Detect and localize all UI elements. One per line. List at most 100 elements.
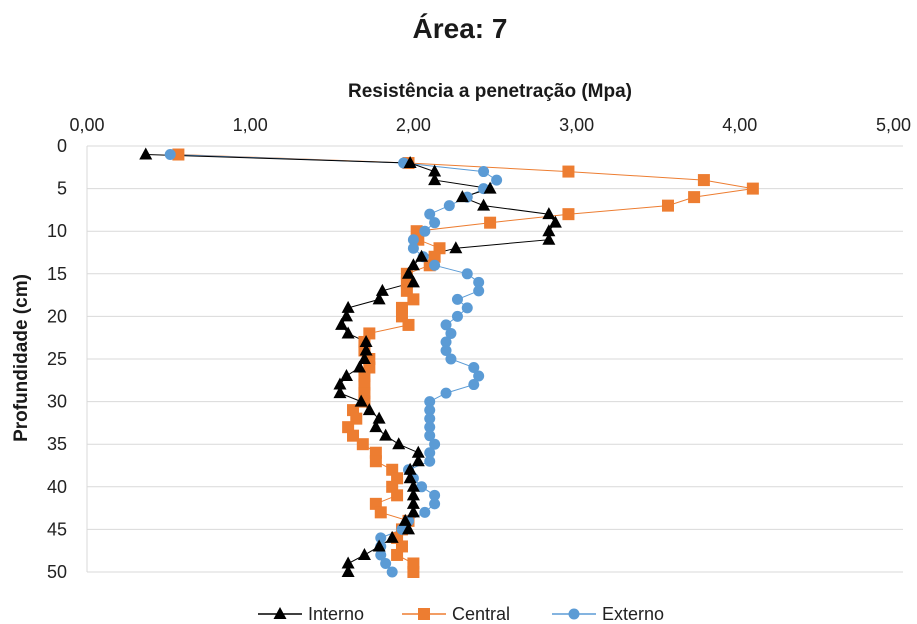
x-tick-label: 5,00: [876, 115, 911, 135]
data-point-interno: [406, 479, 420, 492]
data-point-externo: [468, 379, 480, 391]
data-point-externo: [440, 319, 452, 331]
series-markers: [139, 147, 759, 578]
data-point-interno: [411, 454, 425, 467]
series-line-central: [178, 154, 753, 572]
data-point-externo: [424, 208, 436, 220]
data-point-externo: [461, 268, 473, 280]
data-point-externo: [375, 549, 387, 561]
y-tick-label: 10: [47, 221, 67, 241]
data-point-central: [697, 174, 710, 187]
y-tick-label: 40: [47, 477, 67, 497]
data-point-externo: [164, 149, 176, 161]
data-point-externo: [429, 498, 441, 510]
data-point-interno: [542, 224, 556, 237]
data-point-interno: [354, 394, 368, 407]
x-tick-label: 0,00: [69, 115, 104, 135]
x-tick-label: 4,00: [722, 115, 757, 135]
legend-marker-central: [418, 608, 430, 620]
y-tick-label: 0: [57, 136, 67, 156]
data-point-interno: [542, 207, 556, 220]
data-point-interno: [341, 556, 355, 569]
legend-marker-externo: [568, 608, 580, 620]
data-point-interno: [428, 173, 442, 186]
data-point-interno: [406, 488, 420, 501]
data-point-interno: [403, 462, 417, 475]
data-point-interno: [339, 309, 353, 322]
legend-label-central: Central: [452, 604, 510, 624]
data-point-interno: [353, 360, 367, 373]
data-point-externo: [424, 430, 436, 442]
data-point-externo: [424, 404, 436, 416]
data-point-interno: [357, 547, 371, 560]
data-point-central: [688, 191, 701, 204]
data-point-central: [407, 566, 420, 578]
data-point-interno: [333, 377, 347, 390]
data-point-externo: [451, 293, 463, 305]
data-point-externo: [429, 217, 441, 229]
data-point-central: [661, 199, 674, 212]
data-point-interno: [428, 164, 442, 177]
data-point-externo: [407, 234, 419, 246]
data-point-interno: [362, 403, 376, 416]
data-point-interno: [341, 326, 355, 339]
data-point-interno: [542, 232, 556, 245]
data-point-central: [562, 165, 575, 178]
y-tick-label: 5: [57, 179, 67, 199]
data-point-externo: [375, 532, 387, 544]
data-point-central: [369, 455, 382, 468]
data-point-externo: [380, 557, 392, 569]
data-point-externo: [424, 421, 436, 433]
data-point-central: [391, 489, 404, 502]
y-tick-label: 45: [47, 519, 67, 539]
legend: Interno Central Externo: [258, 604, 664, 624]
y-tick-label: 35: [47, 434, 67, 454]
data-point-externo: [443, 200, 455, 212]
data-point-externo: [419, 225, 431, 237]
data-point-interno: [406, 258, 420, 271]
data-point-interno: [341, 565, 355, 577]
data-point-central: [391, 548, 404, 561]
y-tick-label: 30: [47, 392, 67, 412]
data-point-externo: [424, 396, 436, 408]
data-point-interno: [548, 215, 562, 228]
data-point-interno: [139, 147, 153, 160]
data-point-interno: [341, 300, 355, 313]
chart-title: Área: 7: [413, 13, 508, 44]
data-point-externo: [440, 387, 452, 399]
data-point-externo: [491, 174, 503, 186]
x-tick-label: 3,00: [559, 115, 594, 135]
data-point-externo: [461, 302, 473, 314]
data-point-externo: [478, 166, 490, 178]
data-point-externo: [440, 336, 452, 348]
x-axis-label: Resistência a penetração (Mpa): [348, 81, 632, 102]
data-point-interno: [415, 249, 429, 262]
data-point-externo: [445, 327, 457, 339]
data-point-interno: [402, 522, 416, 535]
data-point-externo: [419, 506, 431, 518]
data-point-externo: [429, 259, 441, 271]
data-point-central: [407, 293, 420, 306]
data-point-central: [347, 429, 360, 442]
legend-label-interno: Interno: [308, 604, 364, 624]
gridlines: [86, 145, 903, 573]
data-point-central: [402, 318, 415, 331]
data-point-externo: [424, 455, 436, 467]
data-point-interno: [406, 496, 420, 509]
data-point-externo: [468, 362, 480, 374]
y-tick-label: 50: [47, 562, 67, 582]
data-point-central: [356, 438, 369, 451]
data-point-central: [562, 208, 575, 221]
data-point-interno: [359, 334, 373, 347]
data-point-interno: [411, 445, 425, 458]
data-point-externo: [424, 447, 436, 459]
data-point-externo: [451, 310, 463, 322]
y-tick-label: 20: [47, 306, 67, 326]
x-tick-label: 1,00: [233, 115, 268, 135]
legend-marker-interno: [273, 607, 287, 619]
data-point-interno: [359, 343, 373, 356]
y-tick-label: 25: [47, 349, 67, 369]
data-point-interno: [369, 420, 383, 433]
data-point-interno: [406, 505, 420, 518]
